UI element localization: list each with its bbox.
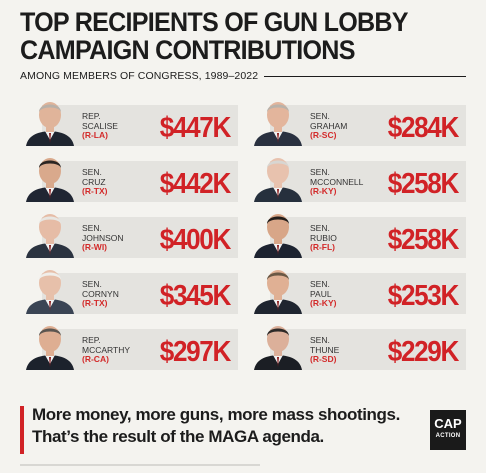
recipient-name: REP. SCALISE (R-LA) — [82, 111, 118, 141]
contribution-amount: $400K — [159, 224, 232, 256]
footer-callout: More money, more guns, more mass shootin… — [20, 402, 466, 458]
recipient-title: SEN. — [82, 279, 102, 289]
card-background — [42, 217, 238, 258]
recipient-card-mcconnell: SEN. MCCONNELL (R-KY) $258K — [248, 152, 466, 202]
tagline-line-2: That’s the result of the MAGA agenda. — [32, 427, 324, 446]
recipient-title: SEN. — [82, 223, 102, 233]
contribution-amount: $447K — [159, 112, 232, 144]
subtitle-row: AMONG MEMBERS OF CONGRESS, 1989–2022 — [20, 69, 466, 83]
recipient-name: SEN. GRAHAM (R-SC) — [310, 111, 348, 141]
logo-line-1: CAP — [434, 416, 462, 431]
contribution-amount: $297K — [159, 336, 232, 368]
card-background — [270, 161, 466, 202]
recipient-title: SEN. — [310, 279, 330, 289]
recipient-name: SEN. THUNE (R-SD) — [310, 335, 340, 365]
recipient-card-graham: SEN. GRAHAM (R-SC) $284K — [248, 96, 466, 146]
headline-line-1: TOP RECIPIENTS OF GUN LOBBY — [20, 7, 409, 37]
cap-action-logo: CAP ACTION — [430, 410, 466, 450]
recipient-card-thune: SEN. THUNE (R-SD) $229K — [248, 320, 466, 370]
recipient-party: (R-SD) — [310, 354, 337, 364]
recipient-name: REP. MCCARTHY (R-CA) — [82, 335, 131, 365]
recipient-card-cornyn: SEN. CORNYN (R-TX) $345K — [20, 264, 238, 314]
contribution-amount: $442K — [159, 168, 232, 200]
recipient-surname: THUNE — [310, 344, 340, 355]
contribution-amount: $258K — [387, 224, 460, 256]
recipient-name: SEN. MCCONNELL (R-KY) — [310, 167, 364, 197]
recipient-card-paul: SEN. PAUL (R-KY) $253K — [248, 264, 466, 314]
portrait-photo — [250, 96, 306, 146]
recipients-right-column: SEN. GRAHAM (R-SC) $284K SEN. MCCONNELL (R-KY)… — [248, 96, 466, 376]
recipient-title: SEN. — [310, 167, 330, 177]
card-background — [270, 329, 466, 370]
card-background — [270, 273, 466, 314]
recipient-name: SEN. JOHNSON (R-WI) — [82, 223, 124, 253]
recipient-surname: RUBIO — [310, 232, 337, 243]
recipient-party: (R-LA) — [82, 130, 108, 140]
recipient-surname: JOHNSON — [82, 232, 124, 243]
recipient-surname: MCCARTHY — [82, 344, 131, 355]
portrait-photo — [22, 96, 78, 146]
recipient-card-rubio: SEN. RUBIO (R-FL) $258K — [248, 208, 466, 258]
recipient-party: (R-TX) — [82, 298, 108, 308]
recipient-title: SEN. — [310, 111, 330, 121]
card-background — [42, 329, 238, 370]
recipient-card-scalise: REP. SCALISE (R-LA) $447K — [20, 96, 238, 146]
card-background — [270, 217, 466, 258]
recipient-name: SEN. CORNYN (R-TX) — [82, 279, 119, 309]
recipient-card-mccarthy: REP. MCCARTHY (R-CA) $297K — [20, 320, 238, 370]
contribution-amount: $345K — [159, 280, 232, 312]
recipient-surname: CORNYN — [82, 288, 119, 299]
portrait-photo — [22, 320, 78, 370]
contribution-amount: $253K — [387, 280, 460, 312]
recipient-party: (R-SC) — [310, 130, 337, 140]
recipient-surname: MCCONNELL — [310, 176, 364, 187]
portrait-photo — [250, 264, 306, 314]
recipient-party: (R-FL) — [310, 242, 336, 252]
card-background — [42, 273, 238, 314]
recipients-left-column: REP. SCALISE (R-LA) $447K SEN. CRUZ (R-TX) $442… — [20, 96, 238, 376]
recipient-title: REP. — [82, 111, 101, 121]
recipient-title: SEN. — [82, 167, 102, 177]
recipient-name: SEN. CRUZ (R-TX) — [82, 167, 108, 197]
contribution-amount: $229K — [387, 336, 460, 368]
card-background — [270, 105, 466, 146]
recipient-party: (R-KY) — [310, 298, 337, 308]
recipient-party: (R-KY) — [310, 186, 337, 196]
recipient-surname: PAUL — [310, 288, 332, 299]
portrait-photo — [22, 208, 78, 258]
footnote-strip — [20, 464, 260, 466]
recipient-surname: CRUZ — [82, 176, 106, 187]
tagline: More money, more guns, more mass shootin… — [32, 404, 400, 448]
recipient-surname: GRAHAM — [310, 120, 348, 131]
recipient-title: SEN. — [310, 223, 330, 233]
portrait-photo — [250, 320, 306, 370]
recipient-title: SEN. — [310, 335, 330, 345]
contribution-amount: $284K — [387, 112, 460, 144]
headline-line-2: CAMPAIGN CONTRIBUTIONS — [20, 35, 355, 65]
headline: TOP RECIPIENTS OF GUN LOBBY CAMPAIGN CON… — [20, 8, 439, 64]
recipient-surname: SCALISE — [82, 120, 118, 131]
recipient-name: SEN. PAUL (R-KY) — [310, 279, 337, 309]
portrait-photo — [22, 152, 78, 202]
callout-accent-bar — [20, 406, 24, 454]
portrait-photo — [22, 264, 78, 314]
card-background — [42, 105, 238, 146]
portrait-photo — [250, 152, 306, 202]
subtitle: AMONG MEMBERS OF CONGRESS, 1989–2022 — [20, 70, 259, 82]
recipient-card-cruz: SEN. CRUZ (R-TX) $442K — [20, 152, 238, 202]
recipient-party: (R-TX) — [82, 186, 108, 196]
recipient-title: REP. — [82, 335, 101, 345]
contribution-amount: $258K — [387, 168, 460, 200]
portrait-photo — [250, 208, 306, 258]
card-background — [42, 161, 238, 202]
subtitle-divider — [264, 75, 466, 77]
tagline-line-1: More money, more guns, more mass shootin… — [32, 405, 400, 424]
recipient-name: SEN. RUBIO (R-FL) — [310, 223, 337, 253]
recipient-card-johnson: SEN. JOHNSON (R-WI) $400K — [20, 208, 238, 258]
logo-line-2: ACTION — [435, 433, 461, 439]
recipient-party: (R-WI) — [82, 242, 108, 252]
recipient-party: (R-CA) — [82, 354, 109, 364]
